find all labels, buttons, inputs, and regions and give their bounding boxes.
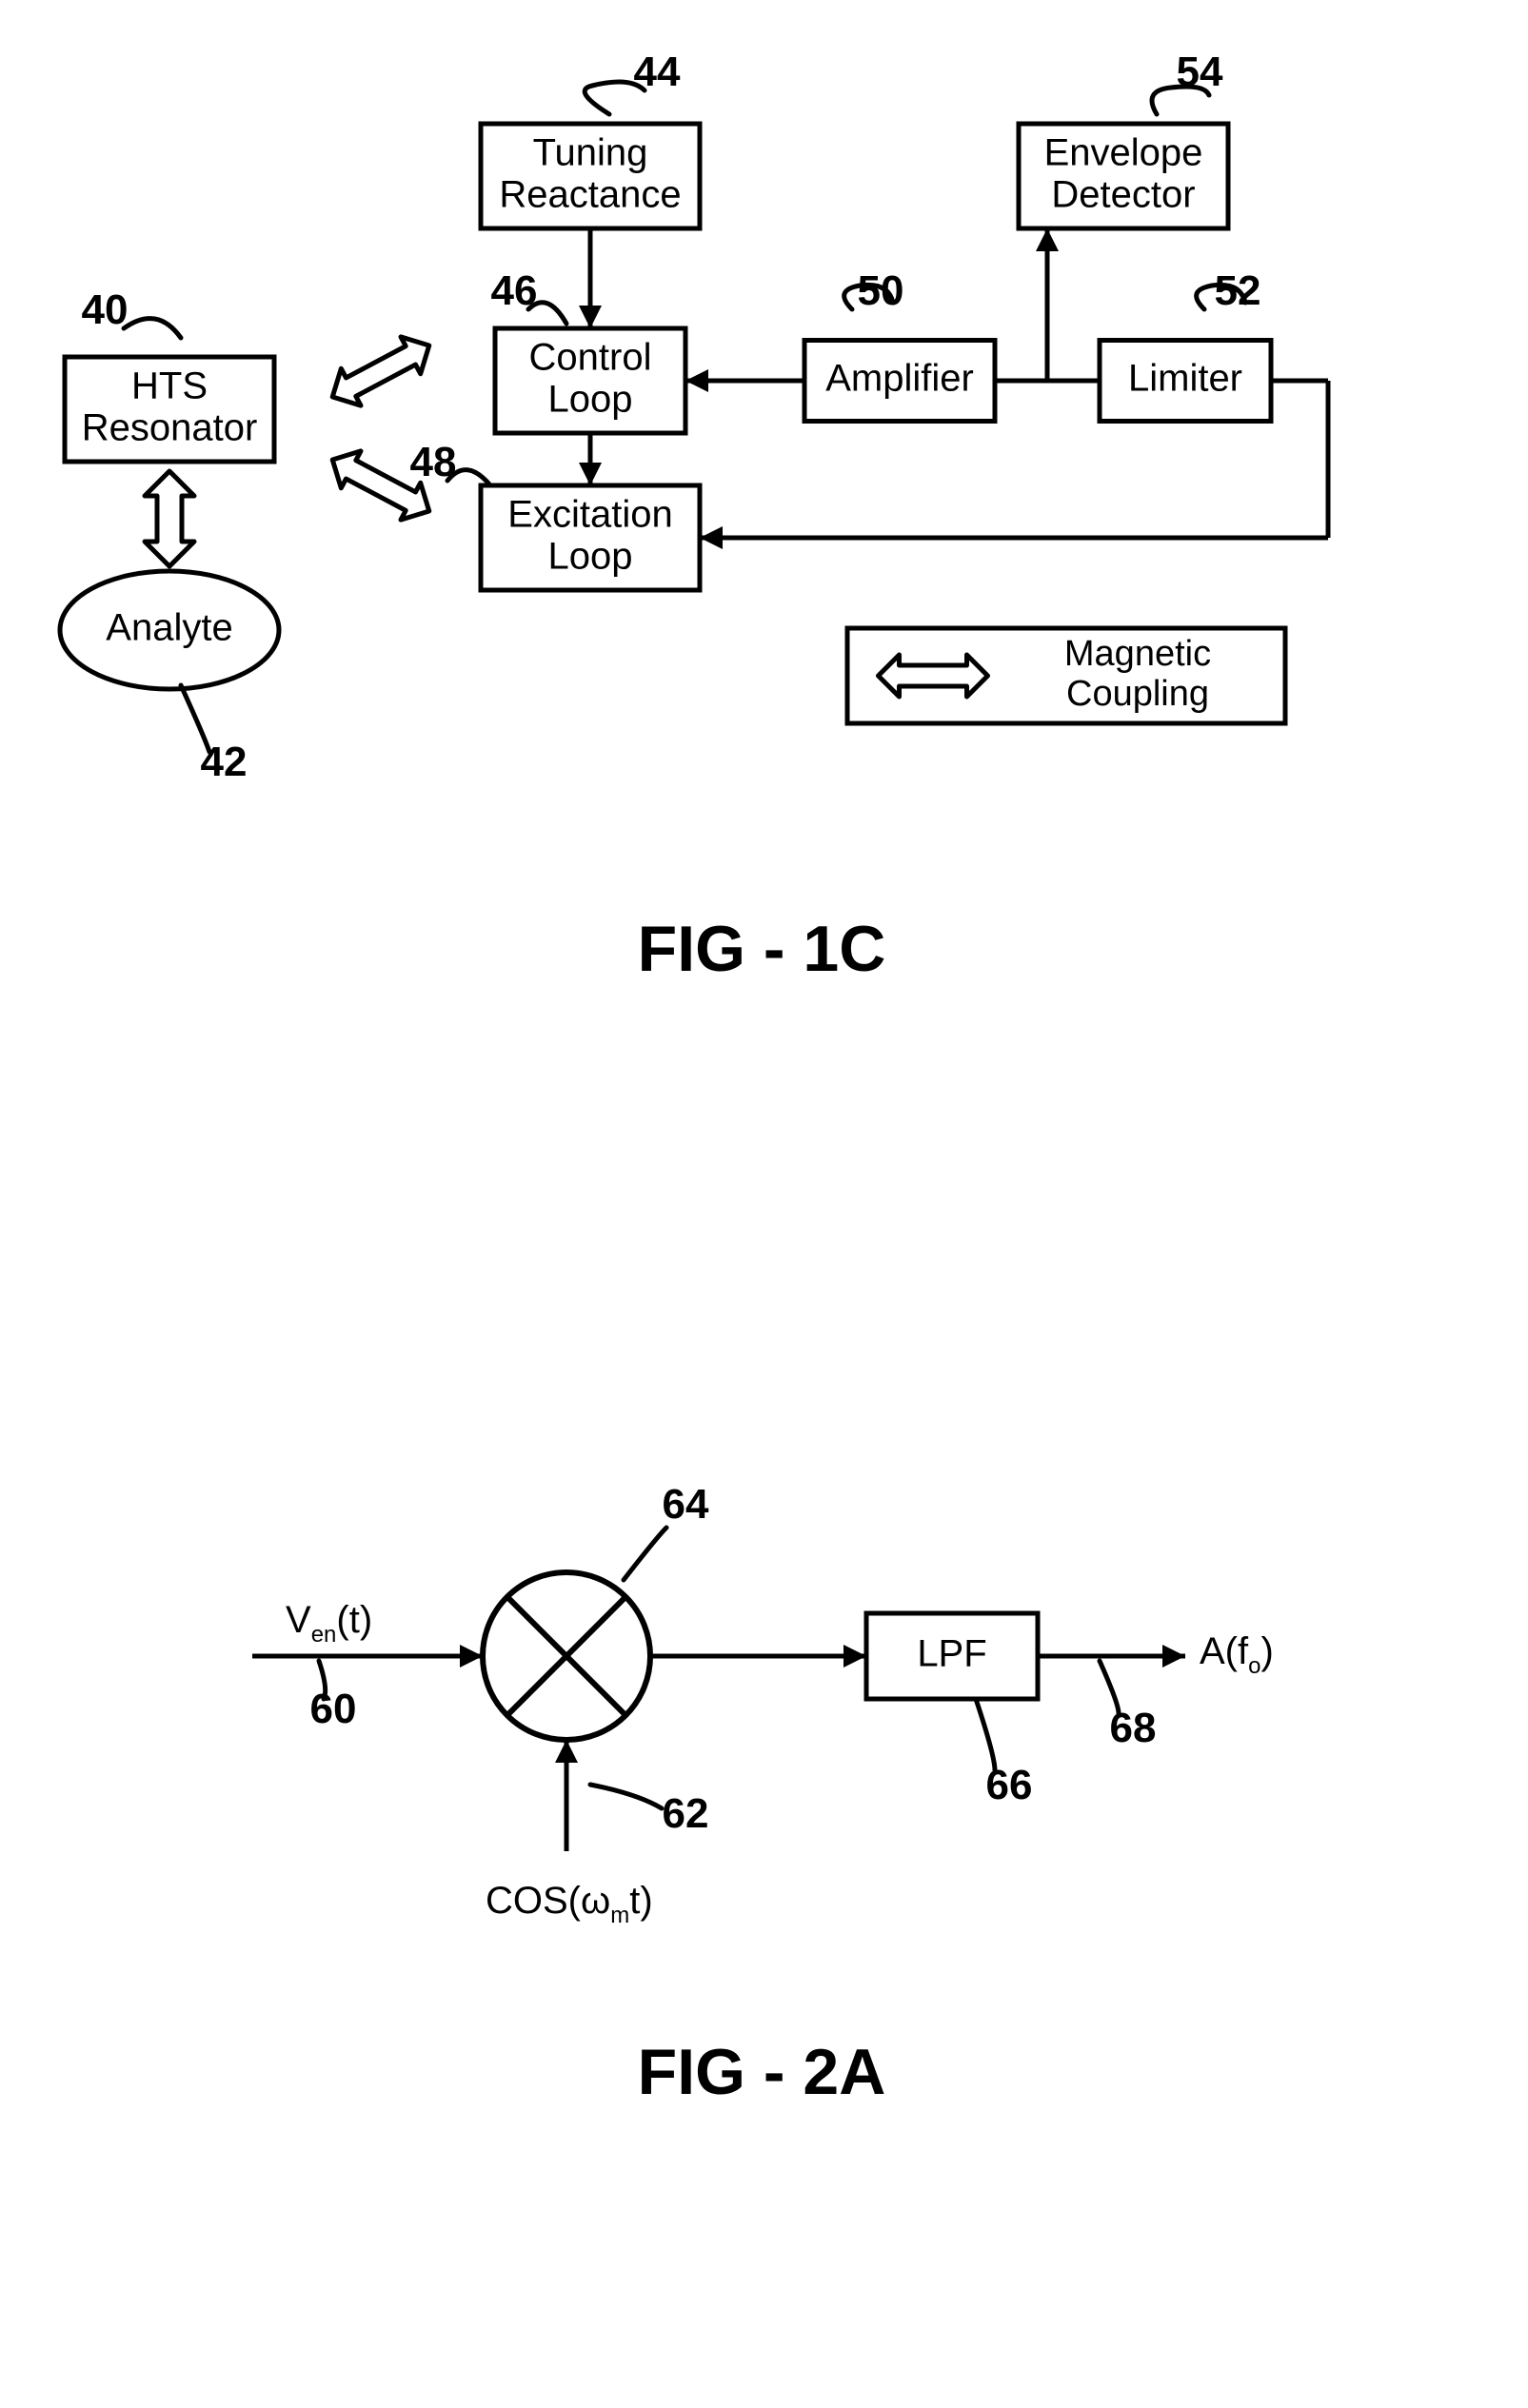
envelope-label-line-0: Envelope — [1044, 132, 1203, 174]
analyte-ref-leader — [181, 685, 209, 752]
arrowhead — [579, 463, 602, 485]
fig2a-title: FIG - 2A — [638, 2036, 886, 2108]
lpf-ref-leader — [976, 1699, 995, 1770]
mag-legend_arrow — [879, 655, 988, 697]
lo-ref-leader — [590, 1785, 662, 1808]
fig1c-title: FIG - 1C — [638, 913, 886, 985]
arrowhead — [1162, 1645, 1185, 1668]
excite-label-line-1: Loop — [548, 536, 633, 578]
hts-ref: 40 — [82, 286, 129, 333]
arrowhead — [1036, 228, 1059, 251]
tuning-label-line-0: Tuning — [533, 132, 648, 174]
arrowhead — [685, 369, 708, 392]
mixer-ref: 64 — [663, 1481, 709, 1528]
lo-ref: 62 — [663, 1790, 709, 1837]
legend-label-line-1: Coupling — [1066, 674, 1209, 714]
limiter-label-line-0: Limiter — [1128, 358, 1242, 400]
mag-hts_to_analyte — [145, 471, 194, 566]
output-label: A(fo) — [1200, 1630, 1274, 1679]
control-label-line-0: Control — [529, 337, 652, 379]
tuning-ref-leader — [585, 82, 645, 114]
control-label-line-1: Loop — [548, 379, 633, 421]
arrowhead — [555, 1740, 578, 1763]
hts-ref-leader — [124, 319, 181, 338]
arrowhead — [700, 526, 723, 549]
tuning-label-line-1: Reactance — [499, 174, 681, 216]
arrowhead — [579, 306, 602, 328]
hts-label-line-0: HTS — [131, 365, 208, 407]
excite-label-line-0: Excitation — [507, 494, 672, 536]
hts-label-line-1: Resonator — [82, 407, 258, 449]
amp-ref: 50 — [858, 267, 904, 314]
mixer-ref-leader — [624, 1528, 666, 1580]
lo-label: COS(ωmt) — [486, 1880, 653, 1928]
lpf-label-line-0: LPF — [917, 1633, 986, 1675]
mag-hts_to_control — [323, 327, 439, 416]
envelope-label-line-1: Detector — [1051, 174, 1195, 216]
arrowhead — [460, 1645, 483, 1668]
input-ref: 60 — [310, 1686, 357, 1732]
legend-label-line-0: Magnetic — [1064, 634, 1211, 674]
analyte-label-line-0: Analyte — [106, 607, 232, 649]
input-label: Ven(t) — [286, 1599, 372, 1648]
amp-label-line-0: Amplifier — [825, 358, 974, 400]
arrowhead — [843, 1645, 866, 1668]
